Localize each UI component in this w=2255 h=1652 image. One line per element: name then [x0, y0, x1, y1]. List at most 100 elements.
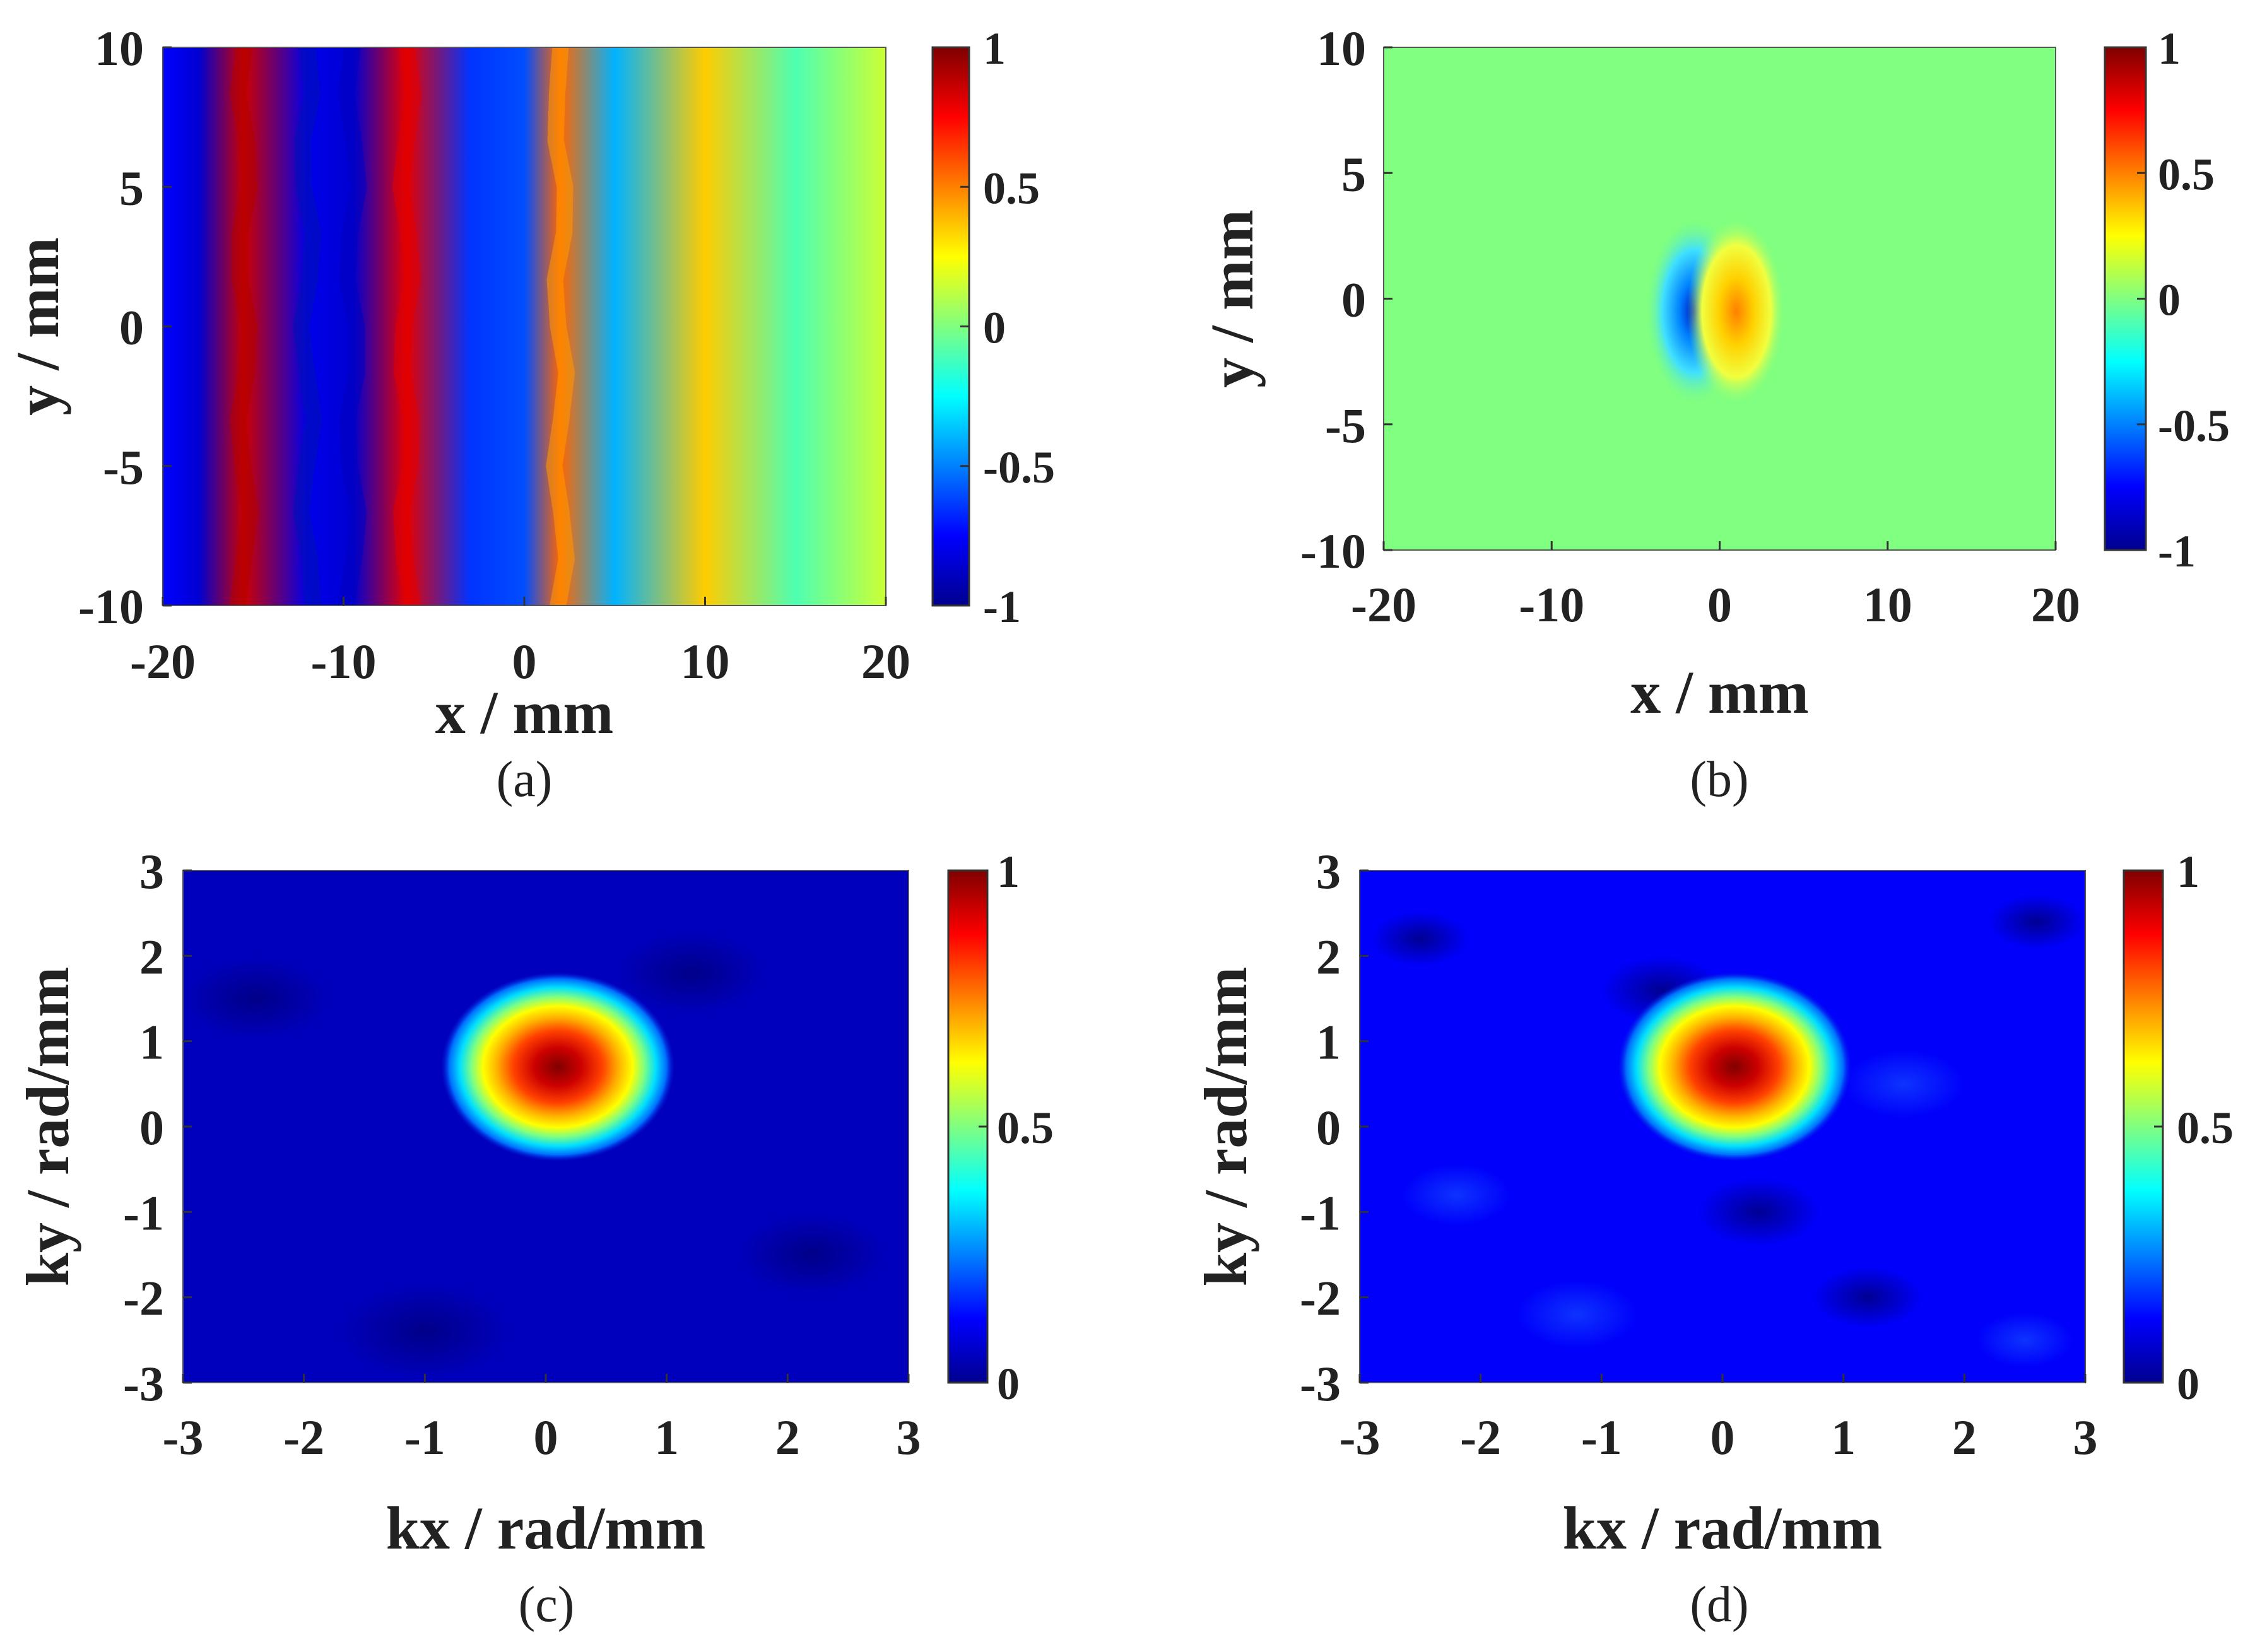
colorbar-tick-label: 0.5	[2177, 1103, 2234, 1153]
background-blob	[1372, 911, 1469, 966]
colorbar-tick-label: 0.5	[2158, 149, 2215, 199]
x-tick-label: -2	[1460, 1410, 1501, 1465]
y-axis-label: ky / rad/mm	[1192, 967, 1259, 1287]
colorbar-tick-label: -1	[2158, 526, 2196, 577]
x-tick-label: -3	[1339, 1410, 1381, 1465]
colorbar-tick-label: 0.5	[983, 163, 1040, 213]
heatmap-field	[1384, 47, 2056, 550]
background-blob	[183, 958, 328, 1040]
y-tick-label: 3	[1316, 844, 1341, 899]
background-blob	[1976, 1313, 2073, 1368]
colorbar-tick-label: -1	[983, 582, 1021, 632]
y-axis-label: y / mm	[4, 237, 71, 416]
colorbar-tick-label: 0	[2177, 1359, 2199, 1409]
axes-d: -3 -2 -1 0 1 2 3 3 2 1 0 -1 -2 -3 kx / rad/mm ky / rad/…	[1192, 844, 2098, 1632]
x-tick-label: 0	[534, 1410, 558, 1465]
heatmap-field	[183, 870, 909, 1383]
x-tick-label: 3	[897, 1410, 921, 1465]
wave-field	[163, 47, 886, 606]
y-tick-label: 10	[95, 21, 144, 76]
y-tick-label: 5	[1341, 146, 1366, 201]
y-tick-label: -5	[1325, 398, 1366, 453]
colorbar-tick-label: 1	[2158, 23, 2181, 74]
y-tick-label: -2	[123, 1271, 164, 1326]
x-tick-label: -20	[130, 634, 196, 689]
x-tick-label: 20	[2031, 577, 2080, 632]
background-blob	[1843, 1050, 1965, 1118]
panel-label: (c)	[519, 1577, 575, 1632]
wave-ridge	[546, 47, 575, 606]
y-axis-label: ky / rad/mm	[14, 967, 81, 1287]
colorbar-a: 1 0.5 0 -0.5 -1	[931, 23, 1055, 632]
y-tick-label: -2	[1300, 1271, 1341, 1326]
heatmap-field	[163, 47, 886, 606]
dipole-positive-lobe	[1687, 216, 1786, 406]
background-blob	[1402, 1164, 1511, 1226]
x-tick-label: 0	[512, 634, 537, 689]
y-tick-label: -3	[123, 1356, 164, 1411]
wave-ridge	[392, 47, 421, 606]
colorbar-tick-label: 0	[997, 1359, 1020, 1409]
background-blob	[618, 932, 763, 1014]
y-tick-label: 1	[139, 1015, 164, 1070]
x-axis-label: kx / rad/mm	[386, 1494, 706, 1562]
x-axis-label: kx / rad/mm	[1563, 1494, 1883, 1562]
colorbar-tick-label: -0.5	[2158, 401, 2230, 451]
y-tick-label: -10	[1300, 524, 1366, 578]
x-axis-label: x / mm	[435, 679, 614, 746]
background-blob	[1988, 894, 2085, 949]
wave-ridge	[293, 47, 322, 606]
x-tick-label: 2	[775, 1410, 800, 1465]
colorbar-tick-label: -0.5	[983, 442, 1055, 493]
panel-label: (d)	[1690, 1577, 1748, 1632]
x-tick-label: 1	[1831, 1410, 1856, 1465]
y-tick-label: -5	[103, 440, 144, 495]
axes-c: -3 -2 -1 0 1 2 3 3 2 1 0 -1 -2 -3 kx / rad/mm ky / rad/…	[14, 844, 921, 1632]
colorbar-tick-label: 1	[997, 847, 1020, 897]
colorbar-d: 10.50	[2123, 847, 2234, 1409]
y-axis-label: y / mm	[1198, 209, 1266, 388]
y-tick-label: 0	[139, 1100, 164, 1155]
heatmap-d	[1359, 870, 2086, 1383]
wave-ridge	[230, 47, 259, 606]
background-blob	[1813, 1266, 1922, 1328]
x-tick-label: -20	[1351, 577, 1416, 632]
background-blob	[739, 1214, 885, 1296]
y-tick-label: -1	[1300, 1185, 1341, 1240]
x-tick-label: -3	[163, 1410, 204, 1465]
background-blob	[1698, 1178, 1820, 1246]
x-tick-label: -1	[1581, 1410, 1622, 1465]
colorbar-b: 1 0.5 0 -0.5 -1	[2104, 23, 2230, 577]
x-tick-label: -10	[1519, 577, 1584, 632]
x-tick-label: 0	[1707, 577, 1732, 632]
x-tick-label: 3	[2073, 1410, 2098, 1465]
y-tick-label: 2	[1316, 929, 1341, 984]
x-axis-label: x / mm	[1630, 659, 1809, 726]
spectral-peak	[441, 972, 675, 1162]
x-tick-label: 0	[1710, 1410, 1735, 1465]
x-tick-label: 2	[1952, 1410, 1977, 1465]
x-tick-label: 10	[681, 634, 730, 689]
y-tick-label: 0	[119, 300, 144, 355]
y-tick-label: 0	[1341, 272, 1366, 327]
y-tick-label: 2	[139, 929, 164, 984]
colorbar-tick-label: 1	[2177, 847, 2199, 897]
x-tick-label: -10	[311, 634, 377, 689]
spectral-peak	[1618, 972, 1852, 1162]
colorbar-tick-label: 1	[983, 23, 1006, 74]
y-tick-label: 3	[139, 844, 164, 899]
x-tick-label: -1	[404, 1410, 445, 1465]
y-tick-label: 0	[1316, 1100, 1341, 1155]
y-tick-label: 10	[1317, 21, 1366, 76]
x-tick-label: -2	[283, 1410, 324, 1465]
heatmap-a	[162, 47, 886, 606]
colorbar-tick-label: 0	[2158, 275, 2181, 325]
panel-label: (b)	[1690, 752, 1748, 807]
y-tick-label: -1	[123, 1185, 164, 1240]
x-tick-label: 1	[654, 1410, 679, 1465]
y-tick-label: 1	[1316, 1015, 1341, 1070]
panel-label: (a)	[497, 752, 553, 807]
